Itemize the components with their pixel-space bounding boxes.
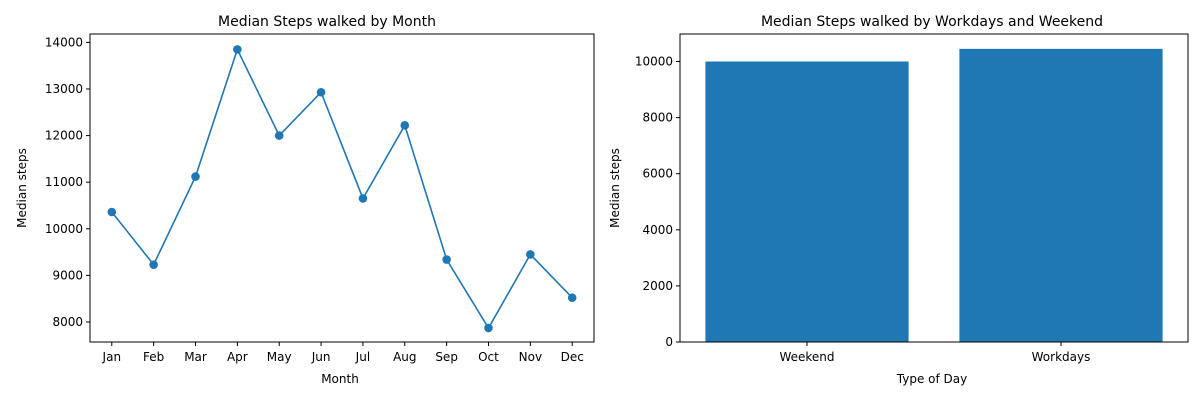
x-tick-label: Sep [435, 350, 458, 364]
bar-chart-title: Median Steps walked by Workdays and Week… [761, 14, 1103, 30]
bar-chart-plot-area [705, 48, 1163, 342]
bar-chart-x-ticks: Weekend Workdays [779, 342, 1090, 364]
bar-workdays [959, 48, 1163, 342]
data-point [107, 207, 117, 217]
x-tick-label: Jul [355, 350, 370, 364]
x-tick-label: Nov [519, 350, 542, 364]
y-tick-label: 12000 [45, 129, 83, 143]
bar-chart-axes-frame [679, 33, 1189, 343]
y-tick-label: 6000 [642, 167, 673, 181]
y-tick-label: 9000 [52, 268, 83, 282]
y-tick-label: 13000 [45, 82, 83, 96]
x-tick-label: Feb [143, 350, 164, 364]
bar-chart: Median Steps walked by Workdays and Week… [608, 14, 1189, 386]
line-chart-axes-frame [89, 33, 595, 343]
x-tick-label: Aug [393, 350, 416, 364]
x-tick-label: Jan [102, 350, 122, 364]
data-point [274, 131, 284, 140]
bar-chart-y-label: Median steps [608, 148, 622, 228]
bar-weekend [705, 61, 909, 342]
data-point [233, 45, 242, 54]
line-chart-y-ticks: 8000 9000 10000 11000 12000 13000 14000 [45, 35, 90, 329]
line-chart-title: Median Steps walked by Month [218, 14, 436, 30]
x-tick-label: Workdays [1032, 350, 1091, 364]
y-tick-label: 8000 [642, 111, 673, 125]
series-line [111, 47, 573, 330]
y-tick-label: 14000 [45, 35, 83, 49]
y-tick-label: 2000 [642, 279, 673, 293]
data-point [149, 260, 158, 269]
y-tick-label: 11000 [45, 175, 83, 189]
data-point [484, 323, 493, 333]
data-point [400, 121, 410, 130]
y-tick-label: 8000 [52, 315, 83, 329]
line-chart-x-ticks: Jan Feb Mar Apr May Jun Jul Aug Sep Oct Nov Dec [102, 342, 584, 364]
data-point [442, 255, 451, 264]
x-tick-label: Jun [311, 350, 331, 364]
line-chart-plot-area [107, 45, 577, 333]
x-tick-label: Weekend [779, 350, 834, 364]
data-point [316, 87, 326, 97]
x-tick-label: Mar [184, 350, 207, 364]
y-tick-label: 0 [665, 335, 673, 349]
data-point [567, 293, 577, 303]
x-tick-label: Oct [478, 350, 499, 364]
y-tick-label: 10000 [45, 222, 83, 236]
data-point [526, 250, 535, 259]
x-tick-label: Apr [227, 350, 248, 364]
bar-chart-x-label: Type of Day [896, 372, 967, 386]
line-chart-y-label: Median steps [15, 148, 29, 228]
x-tick-label: Dec [561, 350, 584, 364]
bar-chart-y-ticks: 0 2000 4000 6000 8000 10000 [635, 54, 680, 349]
y-tick-label: 10000 [635, 54, 673, 68]
data-point [191, 172, 200, 181]
line-chart-x-label: Month [321, 372, 359, 386]
line-chart: Median Steps walked by Month 8000 9000 100… [15, 14, 595, 386]
y-tick-label: 4000 [642, 223, 673, 237]
x-tick-label: May [267, 350, 292, 364]
data-point [358, 194, 368, 203]
